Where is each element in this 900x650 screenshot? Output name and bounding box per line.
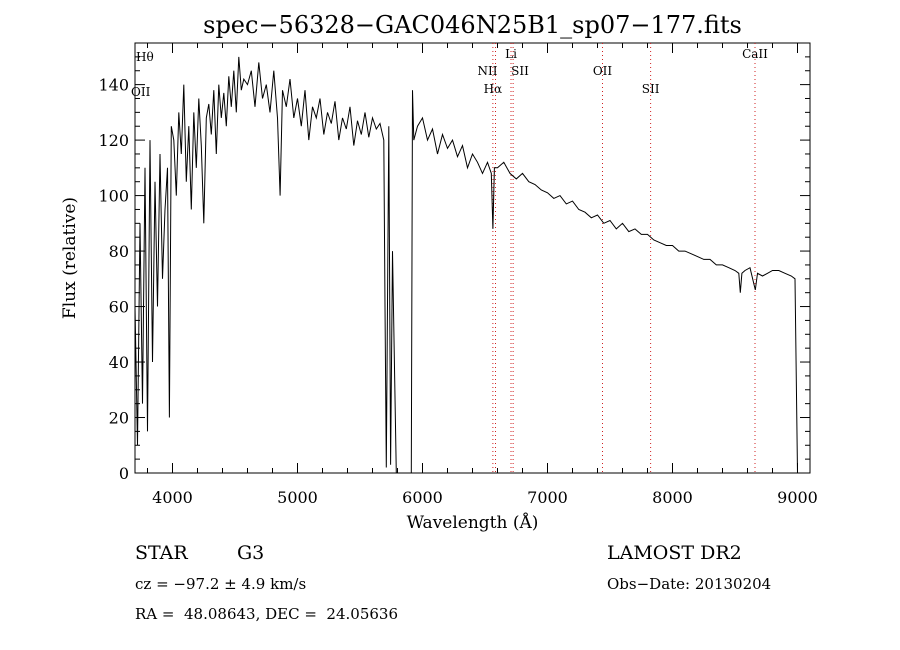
sky-coordinates: RA = 48.08643, DEC = 24.05636 bbox=[135, 605, 399, 623]
line-label-sii: SII bbox=[642, 82, 660, 96]
y-axis-label: Flux (relative) bbox=[60, 197, 80, 319]
survey-name: LAMOST DR2 bbox=[607, 542, 742, 564]
y-tick-label: 100 bbox=[98, 187, 129, 206]
chart-title: spec−56328−GAC046N25B1_sp07−177.fits bbox=[203, 11, 742, 39]
line-label-li: Li bbox=[505, 47, 517, 61]
x-tick-label: 7000 bbox=[527, 488, 568, 507]
line-label-oii: OII bbox=[593, 64, 613, 78]
x-axis-label: Wavelength (Å) bbox=[407, 512, 539, 533]
edge-label-htheta: Hθ bbox=[136, 50, 154, 64]
y-tick-label: 60 bbox=[109, 298, 129, 317]
y-tick-label: 40 bbox=[109, 353, 129, 372]
spectral-subclass: G3 bbox=[237, 542, 265, 564]
line-label-sii: SII bbox=[511, 64, 529, 78]
spectrum-line bbox=[134, 56, 798, 474]
line-label-hα: Hα bbox=[484, 82, 503, 96]
observation-date: Obs−Date: 20130204 bbox=[607, 575, 772, 593]
x-tick-label: 8000 bbox=[652, 488, 693, 507]
object-type: STAR bbox=[135, 542, 188, 564]
edge-label-oii: OII bbox=[131, 85, 151, 99]
line-label-nii: NII bbox=[478, 64, 498, 78]
y-tick-label: 0 bbox=[119, 464, 129, 483]
y-tick-label: 140 bbox=[98, 76, 129, 95]
x-tick-label: 6000 bbox=[402, 488, 443, 507]
x-tick-label: 9000 bbox=[777, 488, 818, 507]
y-tick-label: 20 bbox=[109, 409, 129, 428]
x-tick-label: 5000 bbox=[277, 488, 318, 507]
y-tick-label: 120 bbox=[98, 131, 129, 150]
line-label-caii: CaII bbox=[742, 47, 768, 61]
x-tick-label: 4000 bbox=[152, 488, 193, 507]
y-tick-label: 80 bbox=[109, 242, 129, 261]
redshift-velocity: cz = −97.2 ± 4.9 km/s bbox=[135, 575, 307, 593]
